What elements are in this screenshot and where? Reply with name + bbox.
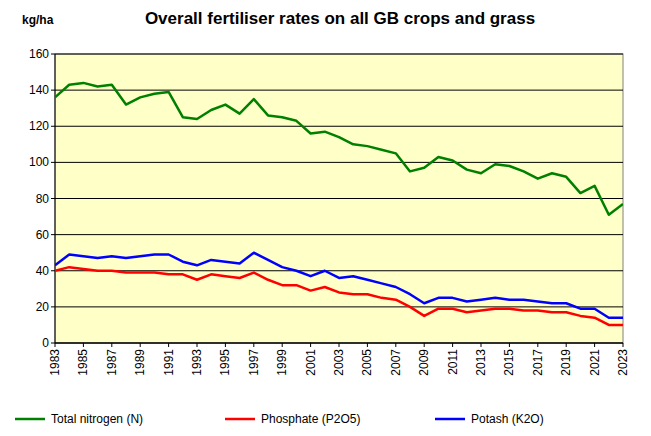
x-tick [537, 343, 538, 347]
y-tick [51, 270, 55, 271]
y-tick [51, 54, 55, 55]
legend-swatch [225, 418, 255, 421]
grid-line [55, 198, 623, 199]
x-tick-label: 2015 [502, 349, 516, 376]
y-tick-label: 140 [29, 83, 49, 97]
grid-line [55, 126, 623, 127]
grid-line [55, 54, 623, 55]
x-tick [197, 343, 198, 347]
x-tick-label: 2019 [559, 349, 573, 376]
x-tick-label: 1985 [76, 349, 90, 376]
x-tick-label: 2001 [304, 349, 318, 376]
x-tick-label: 2011 [446, 349, 460, 375]
x-tick-label: 1995 [218, 349, 232, 376]
x-tick-label: 1997 [247, 349, 261, 376]
x-tick [339, 343, 340, 347]
x-tick [111, 343, 112, 347]
grid-line [55, 162, 623, 163]
x-tick-label: 1983 [48, 349, 62, 376]
legend-label: Potash (K2O) [471, 412, 544, 426]
x-tick [310, 343, 311, 347]
x-tick-label: 1993 [190, 349, 204, 376]
title: Overall fertiliser rates on all GB crops… [145, 9, 535, 28]
x-tick-label: 2023 [616, 349, 630, 376]
y-tick-label: 0 [42, 336, 49, 350]
x-tick [594, 343, 595, 347]
x-tick [566, 343, 567, 347]
y-tick-label: 80 [36, 192, 50, 206]
x-tick-label: 2021 [588, 349, 602, 376]
x-tick-label: 2013 [474, 349, 488, 376]
x-tick [55, 343, 56, 347]
legend-label: Total nitrogen (N) [51, 412, 143, 426]
legend: Total nitrogen (N) Phosphate (P2O5) Potash… [15, 412, 544, 426]
series-line [55, 253, 623, 318]
x-tick [367, 343, 368, 347]
y-tick [51, 234, 55, 235]
y-tick [51, 90, 55, 91]
x-tick [509, 343, 510, 347]
x-tick [140, 343, 141, 347]
x-tick [452, 343, 453, 347]
grid-line [55, 270, 623, 271]
x-tick-label: 2007 [389, 349, 403, 376]
y-tick [51, 162, 55, 163]
grid-line [55, 306, 623, 307]
grid-line [55, 90, 623, 91]
y-tick-label: 100 [29, 155, 49, 169]
x-tick-label: 2017 [531, 349, 545, 376]
x-tick-label: 2005 [360, 349, 374, 376]
legend-swatch [15, 418, 45, 421]
y-tick-label: 20 [36, 300, 50, 314]
y-tick [51, 126, 55, 127]
x-tick [253, 343, 254, 347]
series-line [55, 83, 623, 215]
legend-swatch [435, 418, 465, 421]
series-line [55, 267, 623, 325]
legend-label: Phosphate (P2O5) [261, 412, 360, 426]
x-tick [395, 343, 396, 347]
y-tick-label: 60 [36, 228, 50, 242]
x-tick-label: 1991 [162, 349, 176, 376]
y-axis-label: kg/ha [22, 13, 54, 27]
x-tick-label: 1987 [105, 349, 119, 376]
y-tick [51, 306, 55, 307]
y-tick [51, 343, 55, 344]
x-tick [282, 343, 283, 347]
y-tick-label: 160 [29, 47, 49, 61]
x-tick [225, 343, 226, 347]
y-tick-label: 120 [29, 119, 49, 133]
x-tick [424, 343, 425, 347]
x-tick [481, 343, 482, 347]
x-tick-label: 2009 [417, 349, 431, 376]
plot-area [55, 54, 623, 343]
x-tick [623, 343, 624, 347]
x-tick [83, 343, 84, 347]
x-tick-label: 1999 [275, 349, 289, 376]
grid-line [55, 234, 623, 235]
chart: Overall fertiliser rates on all GB crops… [0, 0, 651, 436]
x-tick-label: 2003 [332, 349, 346, 376]
y-tick-label: 40 [36, 264, 50, 278]
series-group [55, 83, 623, 325]
y-tick [51, 198, 55, 199]
x-tick [168, 343, 169, 347]
x-tick-label: 1989 [133, 349, 147, 376]
